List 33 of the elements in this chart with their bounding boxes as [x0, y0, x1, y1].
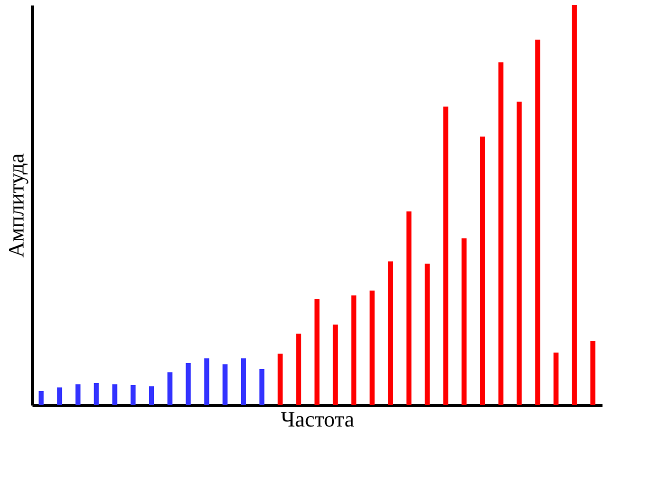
bar	[259, 369, 264, 405]
bar	[278, 354, 283, 405]
bar	[462, 238, 467, 405]
bar	[516, 102, 522, 405]
bar	[424, 264, 430, 405]
bar	[296, 334, 302, 405]
bar	[167, 372, 172, 405]
bar	[406, 211, 412, 405]
bar	[370, 290, 375, 405]
bar	[535, 40, 540, 405]
bar	[57, 387, 62, 405]
bar	[590, 341, 596, 405]
bar	[443, 106, 448, 405]
bar	[204, 358, 210, 405]
bar	[186, 363, 191, 405]
bar	[388, 261, 394, 405]
bar	[130, 385, 136, 405]
y-axis-title: Амплитуда	[4, 153, 28, 258]
bar	[222, 364, 228, 405]
bar	[112, 384, 118, 405]
bar	[351, 295, 356, 405]
bar	[240, 358, 246, 405]
x-axis-title: Частота	[280, 406, 354, 432]
bar	[75, 384, 80, 405]
bar	[332, 324, 338, 405]
bar	[94, 383, 99, 405]
bar	[498, 62, 504, 405]
bar	[572, 5, 577, 405]
bar	[149, 386, 154, 405]
bar	[480, 136, 485, 405]
bar	[38, 391, 44, 405]
bar	[554, 352, 559, 405]
bar	[314, 299, 320, 405]
